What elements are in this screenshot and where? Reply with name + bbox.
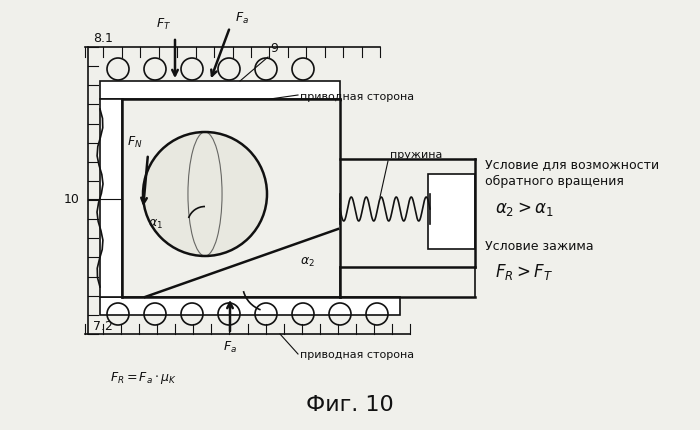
Text: 7.2: 7.2 [93,319,113,332]
Text: $\alpha_2 > \alpha_1$: $\alpha_2 > \alpha_1$ [495,200,554,218]
Text: Фиг. 10: Фиг. 10 [306,394,394,414]
Text: 10: 10 [64,193,80,206]
Bar [100,297,400,315]
Bar [100,82,340,100]
Text: $F_N$: $F_N$ [127,135,143,150]
Text: обратного вращения: обратного вращения [485,175,624,187]
Text: $\alpha_1$: $\alpha_1$ [148,218,163,230]
Text: приводная сторона: приводная сторона [300,349,414,359]
Text: 8.1: 8.1 [93,32,113,45]
Text: $F_T$: $F_T$ [156,17,171,32]
Circle shape [143,133,267,256]
Text: Условие зажима: Условие зажима [485,240,594,252]
Text: пружина: пружина [390,150,442,160]
Text: $F_R = F_a \cdot \mu_K$: $F_R = F_a \cdot \mu_K$ [110,369,177,385]
Text: Условие для возможности: Условие для возможности [485,158,659,171]
Text: $F_a$: $F_a$ [235,11,249,26]
Text: $F_a$: $F_a$ [223,339,237,354]
Text: приводная сторона: приводная сторона [300,92,414,102]
Text: $F_R > F_T$: $F_R > F_T$ [495,261,553,281]
Text: 9: 9 [270,42,278,55]
Bar [100,100,122,297]
Text: $\alpha_2$: $\alpha_2$ [300,255,315,268]
Bar [428,175,475,249]
